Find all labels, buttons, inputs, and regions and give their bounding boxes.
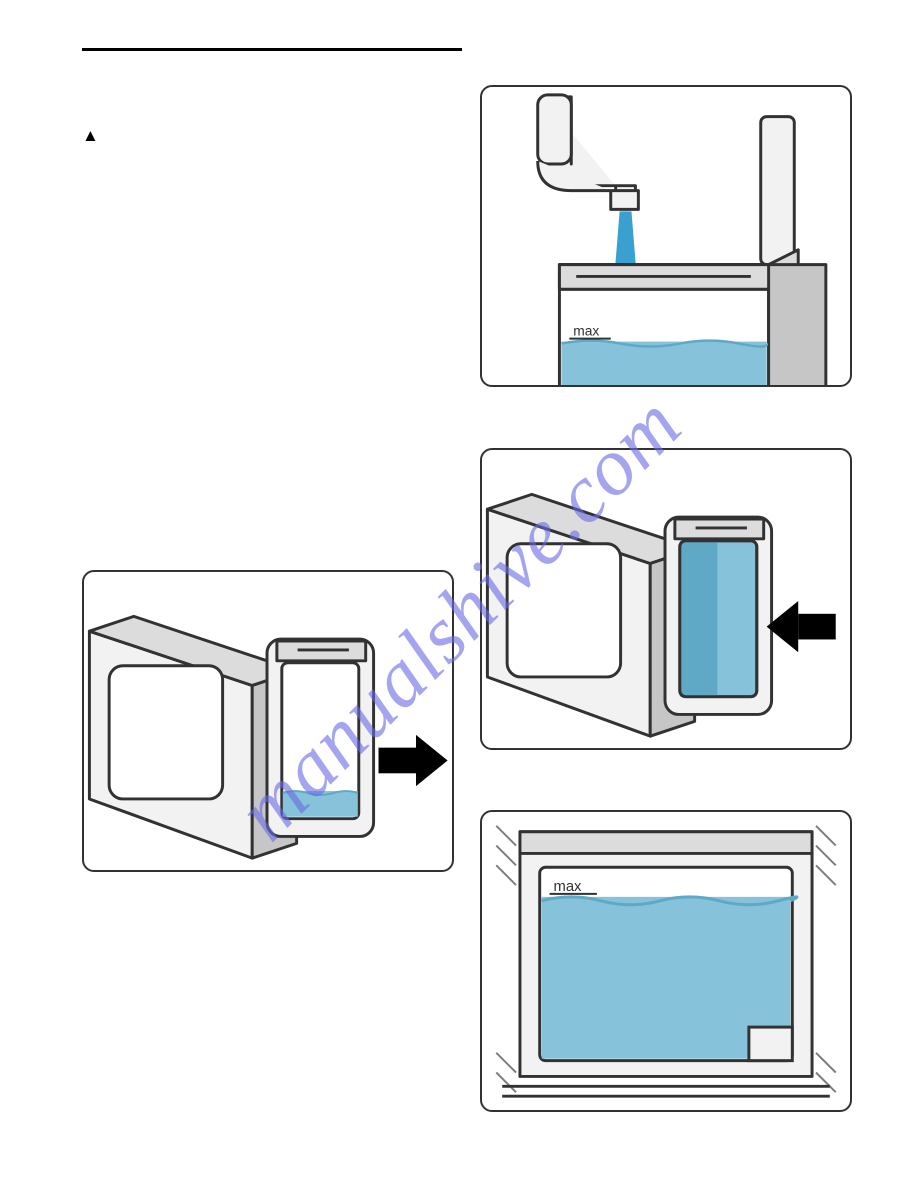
- figure-remove-tank: [82, 570, 454, 872]
- section-rule: [82, 48, 462, 51]
- step-item: 5. Close the appliance door.: [82, 361, 457, 382]
- figure-tank-installed: max: [480, 810, 852, 1112]
- step-item: 2. Pull the water tank straight out towa…: [82, 233, 457, 254]
- figure-insert-tank: [480, 448, 852, 750]
- max-label: max: [554, 879, 583, 895]
- step-item: 1. Open the appliance door.: [82, 204, 457, 225]
- warning-icon: ▲: [82, 127, 99, 144]
- step-item: 3. Open the lid and fill the tank up to …: [82, 262, 457, 304]
- max-label: max: [573, 323, 599, 339]
- step-item: 4. Close the lid and push the water tank…: [82, 311, 457, 353]
- warning-text: Caution! Only fill the water tank with f…: [109, 127, 454, 190]
- figure-fill-tank: max: [480, 85, 852, 387]
- page-number: 12: [82, 1146, 98, 1162]
